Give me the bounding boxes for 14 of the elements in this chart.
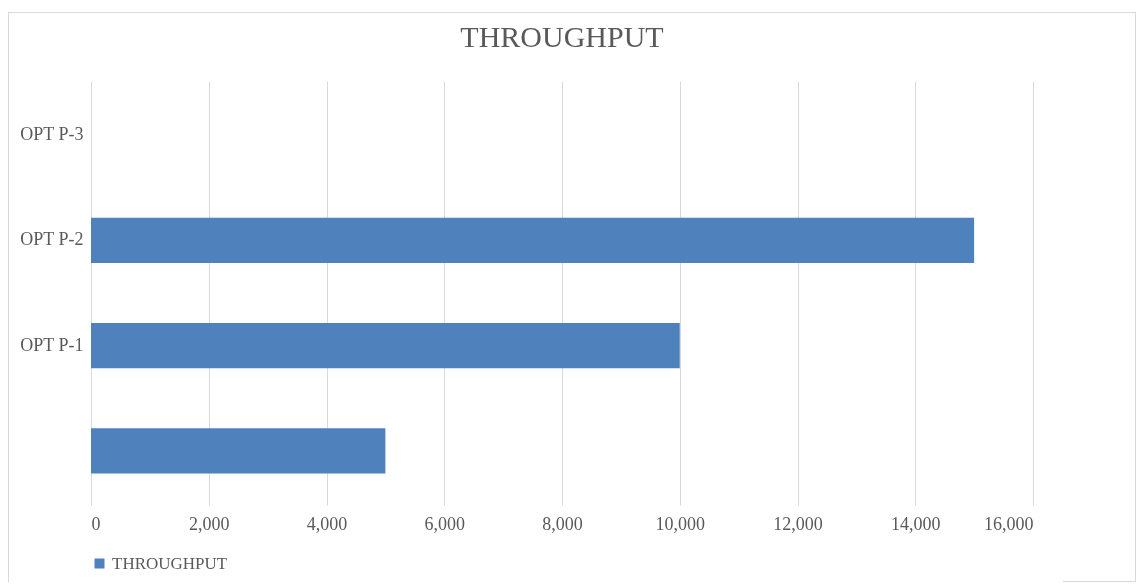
x-tick-label: 6,000: [424, 513, 465, 534]
y-tick-label: OPT P-2: [20, 229, 84, 250]
x-tick-label: 0: [91, 513, 101, 534]
x-tick-label: 16,000: [984, 513, 1034, 534]
x-tick-label: 8,000: [542, 513, 583, 534]
x-tick-label: 2,000: [189, 513, 230, 534]
x-tick-label: 4,000: [306, 513, 348, 534]
x-tick-label: 10,000: [655, 513, 705, 534]
chart-title: THROUGHPUT: [460, 20, 664, 53]
y-tick-label: OPT P-3: [20, 124, 84, 145]
y-tick-label: OPT P-1: [20, 334, 84, 355]
x-tick-label: 14,000: [891, 513, 941, 534]
x-tick-label: 12,000: [773, 513, 823, 534]
legend-label: THROUGHPUT: [112, 553, 228, 573]
